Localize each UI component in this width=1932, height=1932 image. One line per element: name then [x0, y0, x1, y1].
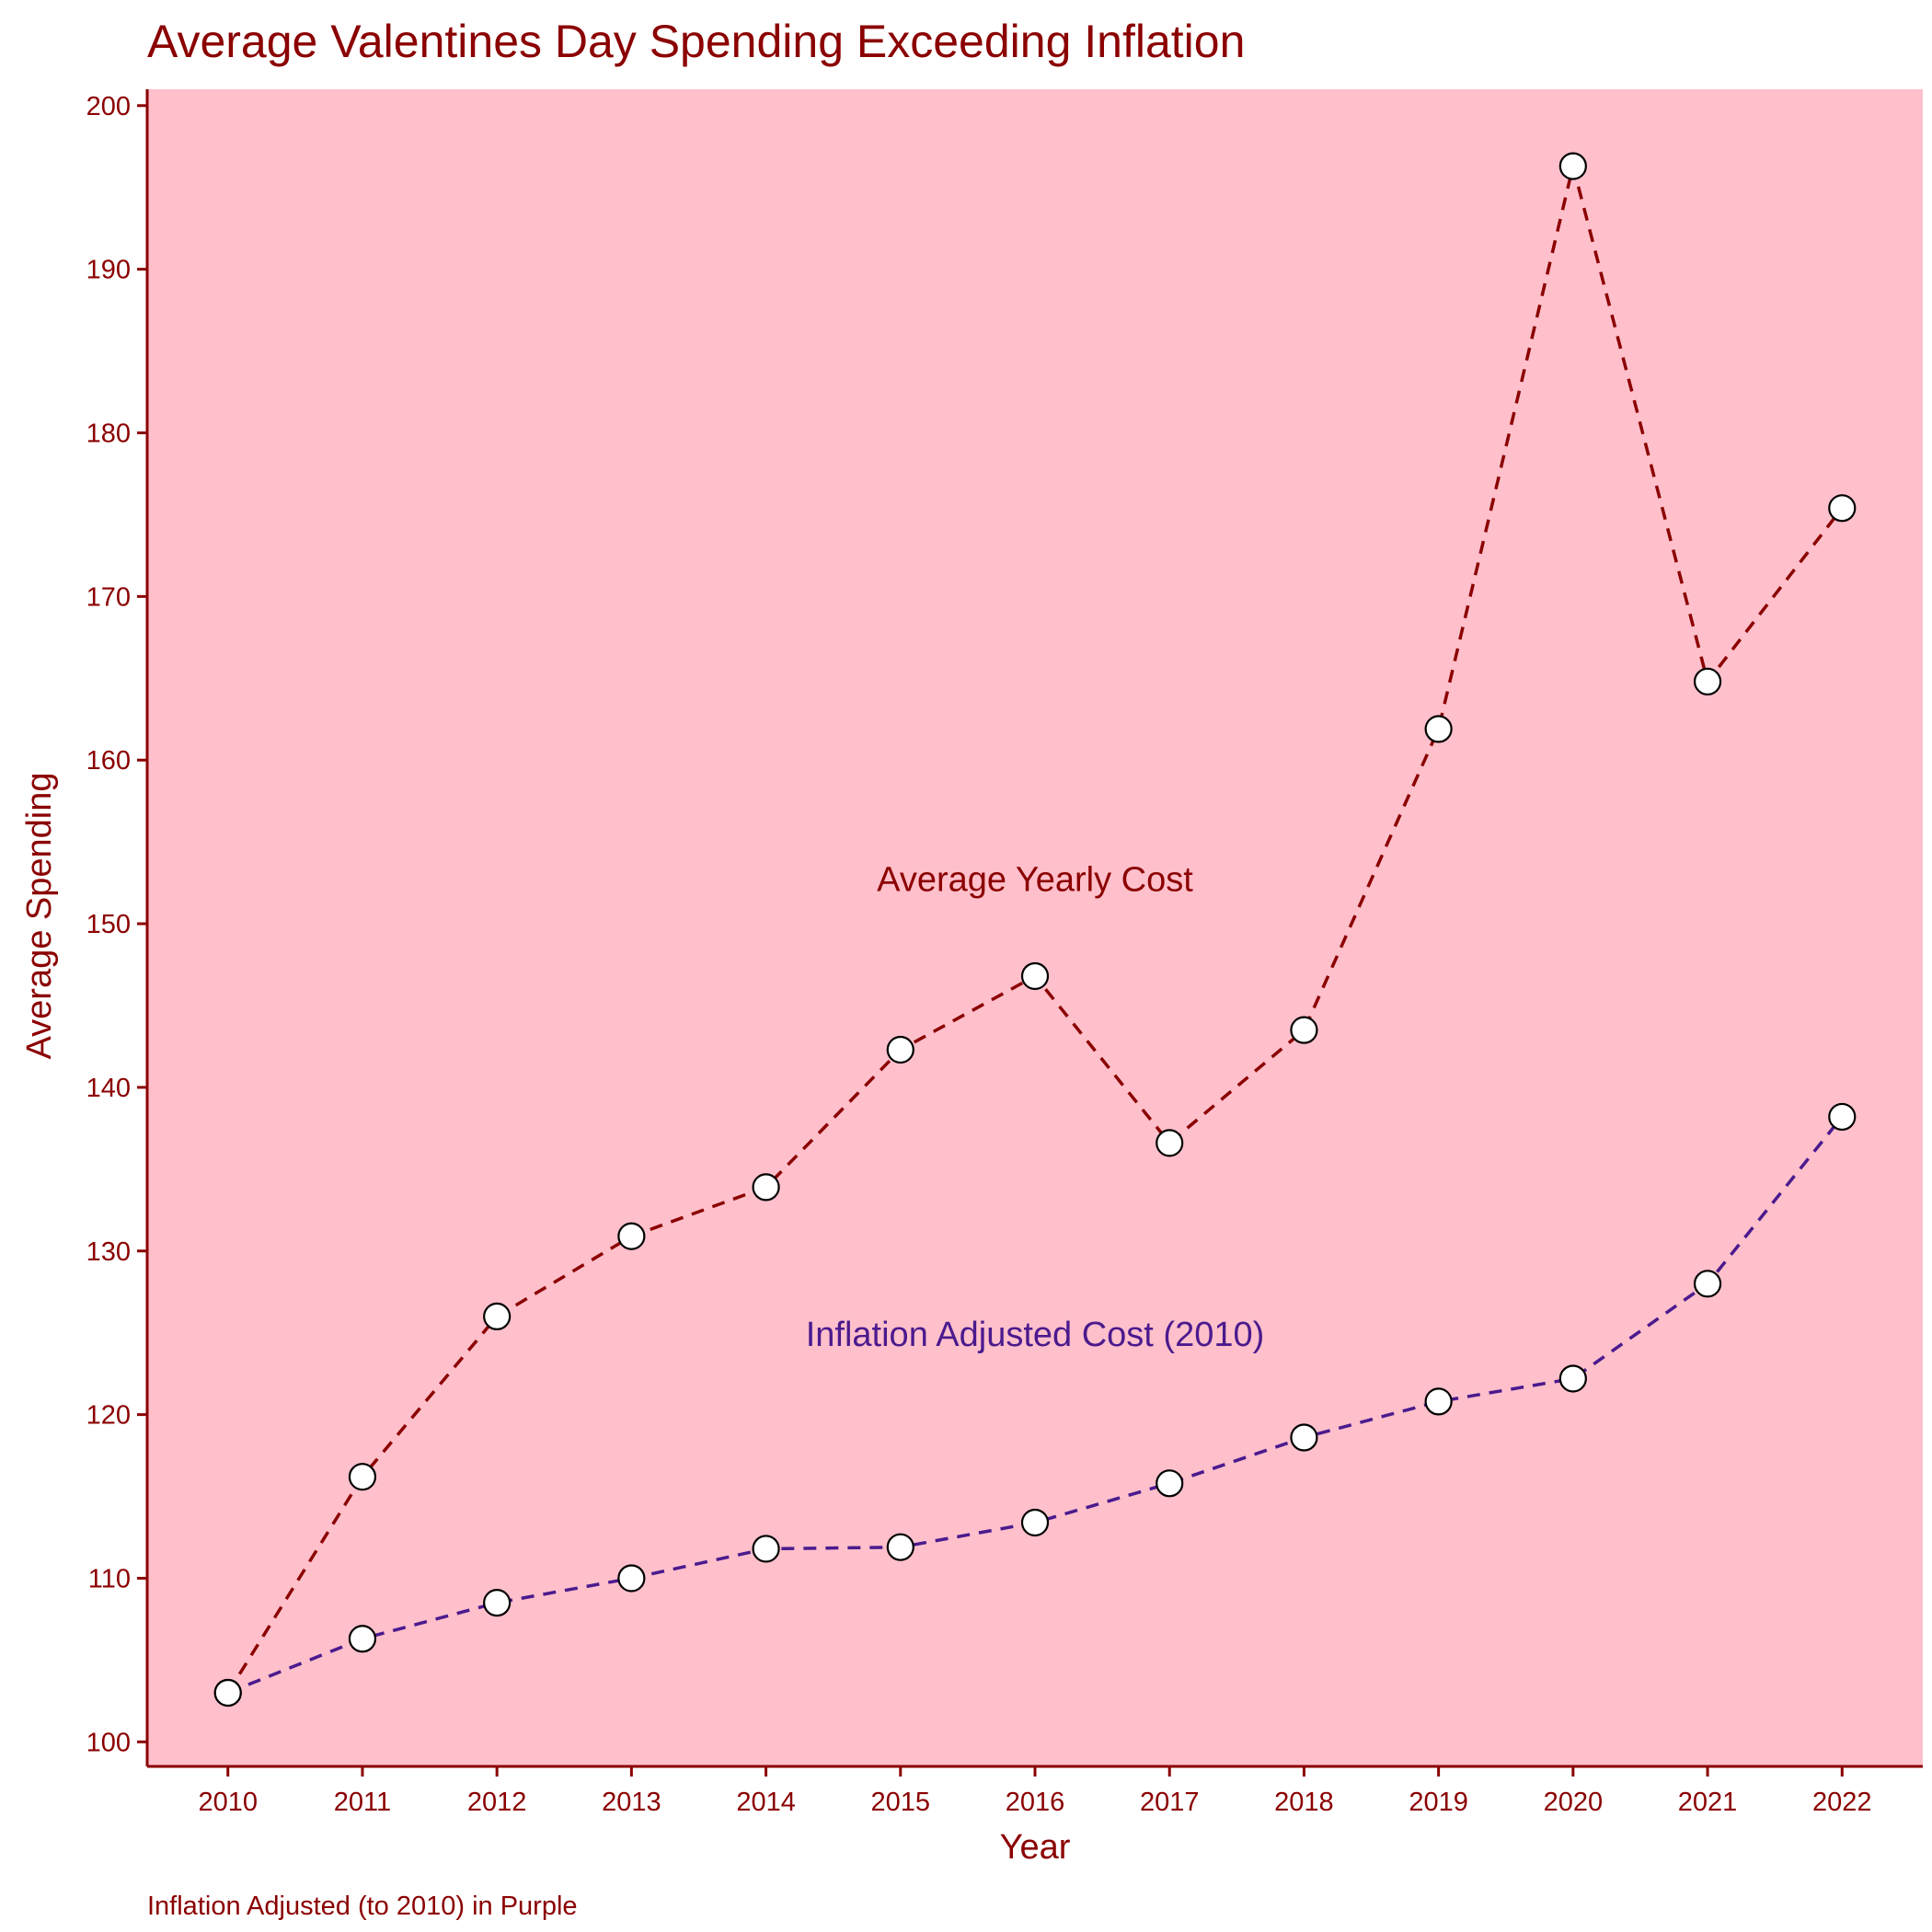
series-0-point: [348, 1463, 377, 1491]
chart-text: Average Valentines Day Spending Exceedin…: [20, 16, 1264, 1921]
y-tick-label: 160: [86, 746, 131, 776]
series-markers: [213, 152, 1857, 1708]
y-tick-label: 110: [88, 1564, 131, 1593]
y-tick-label: 180: [86, 419, 131, 448]
y-tick-label: 170: [86, 582, 131, 612]
x-tick-label: 2020: [1544, 1788, 1604, 1817]
series-0-point: [617, 1222, 646, 1250]
y-axis-title: Average Spending: [20, 773, 59, 1060]
series-1-point: [1693, 1270, 1722, 1298]
series-1-point: [483, 1589, 512, 1617]
y-tick-label: 190: [86, 256, 131, 285]
x-tick-label: 2010: [198, 1788, 258, 1817]
x-tick-label: 2012: [467, 1788, 527, 1817]
chart-caption: Inflation Adjusted (to 2010) in Purple: [147, 1892, 578, 1921]
chart-title: Average Valentines Day Spending Exceedin…: [147, 16, 1245, 67]
annotation-average-yearly-cost: Average Yearly Cost: [877, 860, 1193, 899]
series-0-point: [483, 1302, 512, 1331]
x-tick-label: 2016: [1006, 1788, 1065, 1817]
series-1-point: [1156, 1469, 1184, 1498]
axes: 100 110 120 130 140 150 160 170 180 190 200 2010 201…: [86, 89, 1923, 1817]
y-tick-label: 150: [86, 910, 131, 939]
series-0-point: [1424, 715, 1453, 743]
x-tick-label: 2021: [1678, 1788, 1738, 1817]
series-1-point: [886, 1533, 914, 1561]
series-1-point: [752, 1535, 780, 1563]
x-tick-label: 2017: [1140, 1788, 1200, 1817]
series-1-point: [348, 1625, 377, 1653]
x-tick-label: 2022: [1812, 1788, 1872, 1817]
series-0-point: [1828, 494, 1857, 523]
series-1-point: [1558, 1364, 1587, 1393]
series-0-point: [1156, 1129, 1184, 1157]
series-0-point: [1558, 152, 1587, 180]
series-1-point: [617, 1564, 646, 1593]
y-tick-label: 200: [86, 92, 131, 121]
y-tick-label: 100: [86, 1728, 131, 1757]
series-0-point: [1020, 961, 1050, 991]
x-axis-title: Year: [1000, 1828, 1071, 1867]
x-tick-label: 2015: [871, 1788, 931, 1817]
series-0-point: [1290, 1016, 1318, 1044]
y-tick-label: 120: [86, 1401, 131, 1431]
x-tick-label: 2011: [334, 1788, 391, 1817]
series-0-point: [752, 1173, 780, 1202]
x-tick-label: 2018: [1274, 1788, 1334, 1817]
x-tick-label: 2013: [602, 1788, 661, 1817]
x-tick-label: 2014: [736, 1788, 796, 1817]
series-1-point: [1424, 1387, 1453, 1416]
series-1-point: [1020, 1508, 1050, 1537]
series-0-point: [1693, 667, 1722, 696]
series-1-point: [213, 1678, 242, 1708]
series-1-point: [1828, 1102, 1857, 1132]
y-tick-label: 130: [86, 1237, 131, 1267]
x-tick-label: 2019: [1409, 1788, 1468, 1817]
series-0-point: [886, 1035, 914, 1064]
annotation-inflation-adjusted-cost: Inflation Adjusted Cost (2010): [806, 1316, 1265, 1354]
y-tick-label: 140: [86, 1074, 131, 1103]
series-1-point: [1290, 1423, 1318, 1452]
